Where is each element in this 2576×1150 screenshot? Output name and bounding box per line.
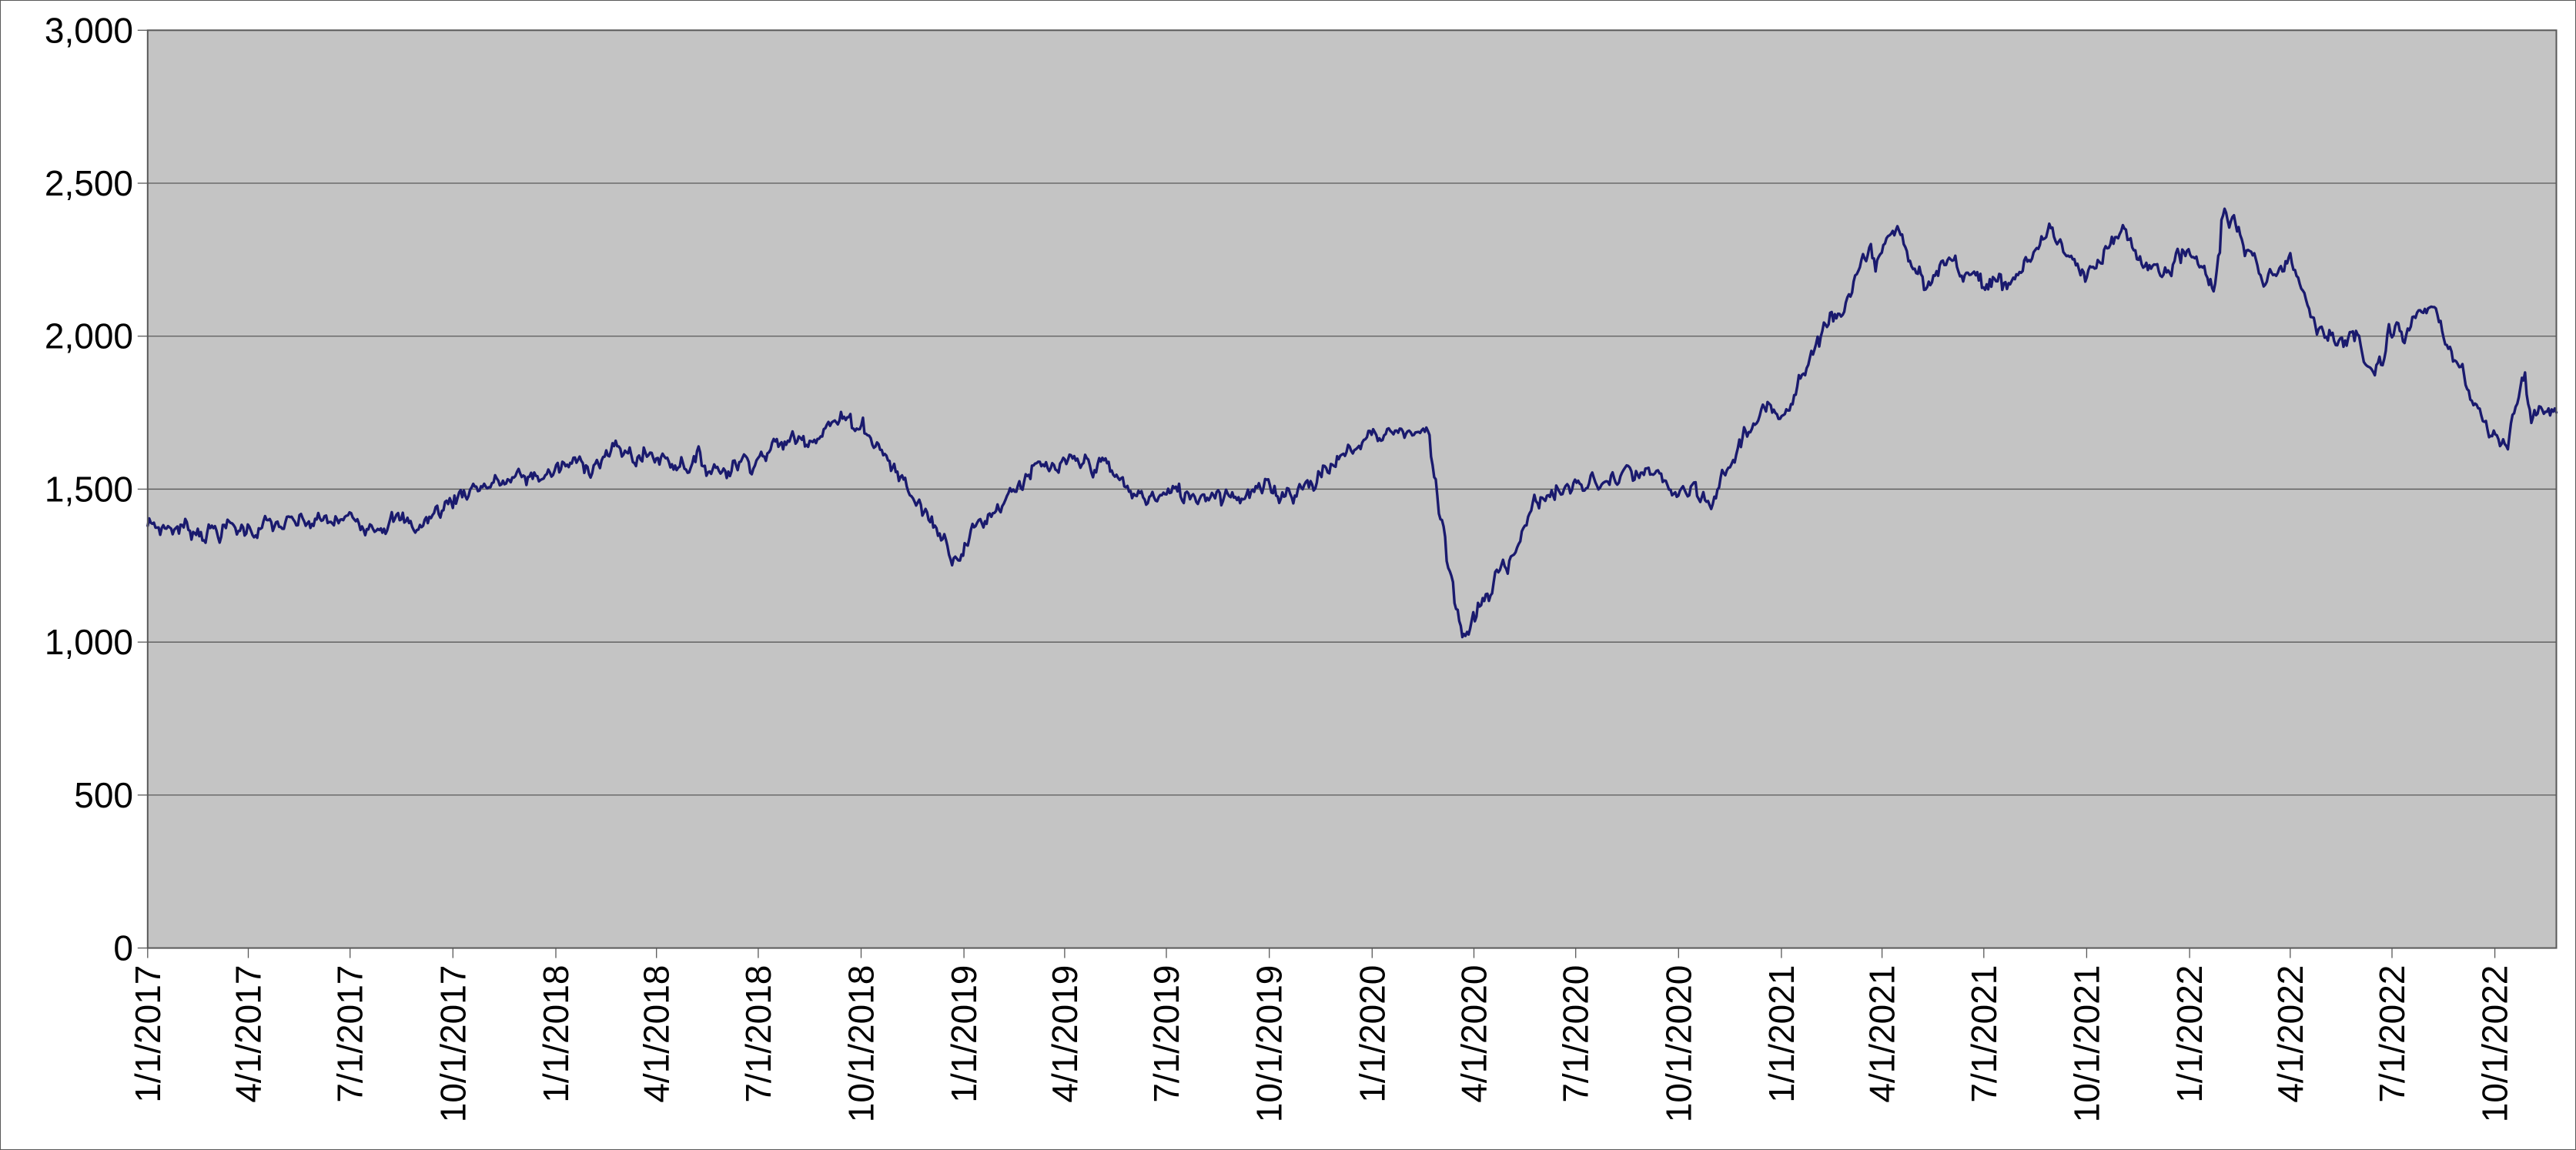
svg-text:4/1/2018: 4/1/2018 — [637, 965, 677, 1103]
svg-text:10/1/2021: 10/1/2021 — [2066, 965, 2106, 1123]
svg-text:7/1/2021: 7/1/2021 — [1964, 965, 2004, 1103]
svg-text:7/1/2022: 7/1/2022 — [2372, 965, 2412, 1103]
svg-text:4/1/2017: 4/1/2017 — [229, 965, 269, 1103]
svg-text:3,000: 3,000 — [45, 10, 133, 50]
svg-text:1/1/2018: 1/1/2018 — [536, 965, 576, 1103]
svg-text:1/1/2020: 1/1/2020 — [1352, 965, 1392, 1103]
svg-text:500: 500 — [74, 775, 133, 815]
svg-text:2,500: 2,500 — [45, 163, 133, 203]
svg-text:10/1/2020: 10/1/2020 — [1658, 965, 1698, 1123]
svg-text:7/1/2020: 7/1/2020 — [1556, 965, 1596, 1103]
svg-text:1/1/2017: 1/1/2017 — [128, 965, 168, 1103]
svg-text:1/1/2021: 1/1/2021 — [1761, 965, 1802, 1103]
svg-text:1/1/2022: 1/1/2022 — [2170, 965, 2210, 1103]
svg-text:10/1/2019: 10/1/2019 — [1250, 965, 1290, 1123]
svg-text:4/1/2021: 4/1/2021 — [1862, 965, 1902, 1103]
svg-text:2,000: 2,000 — [45, 316, 133, 356]
svg-text:1,500: 1,500 — [45, 469, 133, 509]
svg-text:0: 0 — [113, 928, 133, 968]
svg-text:4/1/2020: 4/1/2020 — [1454, 965, 1494, 1103]
svg-text:1/1/2019: 1/1/2019 — [944, 965, 984, 1103]
svg-text:7/1/2018: 7/1/2018 — [738, 965, 778, 1103]
svg-text:10/1/2017: 10/1/2017 — [433, 965, 473, 1123]
svg-text:10/1/2022: 10/1/2022 — [2475, 965, 2515, 1123]
svg-text:1,000: 1,000 — [45, 622, 133, 662]
svg-text:4/1/2022: 4/1/2022 — [2270, 965, 2310, 1103]
svg-text:7/1/2017: 7/1/2017 — [330, 965, 370, 1103]
svg-text:4/1/2019: 4/1/2019 — [1045, 965, 1085, 1103]
svg-text:7/1/2019: 7/1/2019 — [1146, 965, 1186, 1103]
svg-text:10/1/2018: 10/1/2018 — [841, 965, 882, 1123]
